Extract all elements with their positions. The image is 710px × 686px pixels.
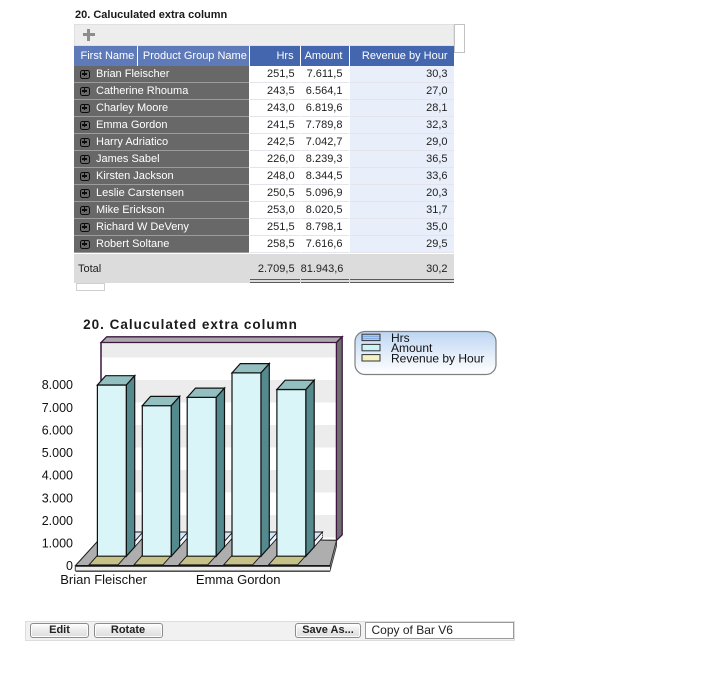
svg-text:6.000: 6.000 — [42, 423, 73, 437]
svg-text:7.000: 7.000 — [42, 401, 73, 415]
svg-text:Brian Fleischer: Brian Fleischer — [60, 572, 147, 587]
svg-text:Hrs: Hrs — [391, 331, 410, 345]
svg-text:5.000: 5.000 — [42, 446, 73, 460]
svg-text:4.000: 4.000 — [42, 469, 73, 483]
svg-text:0: 0 — [66, 559, 73, 573]
svg-text:3.000: 3.000 — [42, 491, 73, 505]
svg-text:2.000: 2.000 — [42, 514, 73, 528]
svg-text:Revenue by Hour: Revenue by Hour — [391, 351, 484, 365]
svg-text:Emma Gordon: Emma Gordon — [196, 572, 281, 587]
svg-text:20. Caluculated extra column: 20. Caluculated extra column — [83, 317, 298, 332]
svg-text:1.000: 1.000 — [42, 537, 73, 551]
svg-text:8.000: 8.000 — [42, 378, 73, 392]
svg-text:Amount: Amount — [391, 341, 433, 355]
